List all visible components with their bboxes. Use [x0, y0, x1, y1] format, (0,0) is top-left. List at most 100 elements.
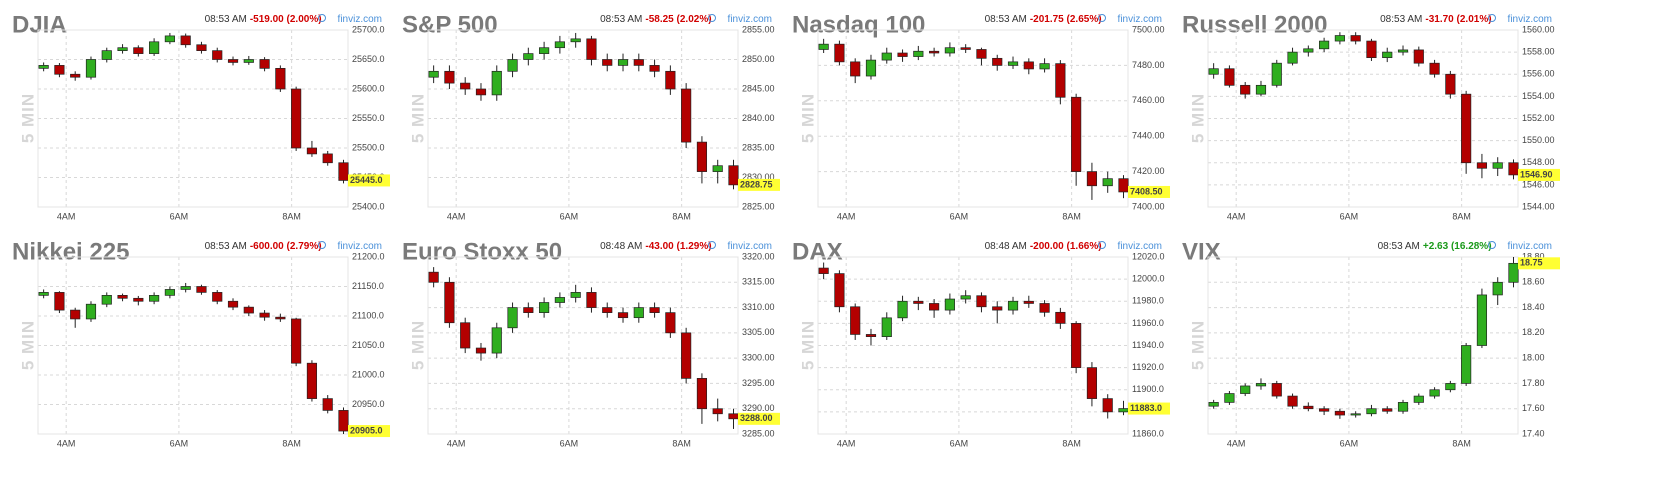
y-tick-label: 2825.00 — [742, 201, 775, 211]
last-price-box — [1128, 402, 1170, 415]
index-panel: DAX 5 MIN 08:48 AM -200.00 (1.66%) finviz.co… — [792, 238, 1170, 448]
change: -201.75 (2.65%) — [1030, 14, 1102, 25]
candle-body — [1476, 162, 1488, 169]
last-price-box — [1518, 168, 1560, 181]
candle-body — [70, 309, 81, 320]
candle-body — [696, 378, 708, 410]
chart-title: VIX — [1182, 238, 1221, 265]
candle-body — [322, 153, 333, 164]
time: 08:48 AM — [985, 241, 1027, 252]
candle-body — [1208, 68, 1219, 75]
candle-body — [1255, 383, 1267, 387]
y-tick-label: 18.40 — [1522, 302, 1545, 312]
source-icon — [318, 241, 326, 249]
source: finviz.com — [1118, 14, 1162, 25]
candle-body — [850, 306, 861, 335]
y-tick-label: 3320.00 — [742, 251, 775, 261]
index-panel: Nikkei 225 5 MIN 08:53 AM -600.00 (2.79%) fi… — [12, 238, 390, 448]
change: -58.25 (2.02%) — [645, 14, 711, 25]
candle-body — [1508, 262, 1519, 283]
y-tick-label: 18.20 — [1522, 327, 1545, 337]
candle-body — [243, 59, 254, 63]
candle-body — [523, 53, 534, 60]
candle-body — [85, 59, 97, 78]
y-tick-label: 3295.00 — [742, 378, 775, 388]
candle-body — [834, 43, 845, 63]
candle-body — [475, 347, 487, 354]
chart-title: DAX — [792, 238, 843, 265]
interval-label: 5 MIN — [408, 93, 427, 143]
candle-body — [570, 292, 581, 298]
candle-body — [275, 67, 286, 90]
candle-body — [306, 147, 318, 155]
y-tick-label: 7440.00 — [1132, 131, 1165, 141]
candle-body — [865, 59, 877, 77]
candle-body — [1461, 345, 1472, 384]
candle-body — [1303, 405, 1314, 410]
header: 08:48 AM -200.00 (1.66%) finviz.com — [985, 241, 1162, 252]
candle-body — [897, 52, 908, 57]
candle-body — [1102, 178, 1113, 187]
candle-body — [1086, 171, 1098, 187]
candle-body — [665, 312, 676, 334]
candle-body — [712, 165, 723, 172]
candle-body — [133, 47, 144, 54]
plot-frame — [817, 256, 1129, 435]
y-tick-label: 1550.00 — [1522, 135, 1555, 145]
candle-body — [696, 141, 708, 172]
candle-body — [291, 318, 302, 364]
last-price-label: 18.75 — [1520, 258, 1543, 268]
candle-body — [460, 82, 471, 90]
candle-body — [101, 294, 112, 305]
candle-body — [1287, 51, 1298, 64]
candle-body — [259, 312, 270, 318]
candle-body — [1240, 385, 1251, 394]
x-tick-label: 8AM — [282, 211, 301, 221]
last-price-box — [1128, 185, 1170, 198]
y-tick-label: 21100.0 — [352, 310, 384, 320]
x-tick-label: 8AM — [672, 438, 691, 448]
x-tick-label: 6AM — [950, 438, 969, 448]
y-tick-label: 3285.00 — [742, 428, 775, 438]
y-tick-label: 25650.0 — [352, 54, 385, 64]
header: 08:53 AM -600.00 (2.79%) finviz.com — [205, 241, 382, 252]
plot-frame — [37, 256, 349, 435]
candle-body — [602, 307, 613, 313]
candle-body — [1413, 395, 1424, 403]
y-tick-label: 11960.0 — [1132, 318, 1164, 328]
candle-body — [913, 50, 924, 57]
candle-body — [180, 35, 191, 46]
candle-body — [1287, 395, 1298, 407]
candle-body — [196, 44, 207, 52]
y-tick-label: 3310.00 — [742, 302, 775, 312]
source-icon — [708, 241, 716, 249]
candle-body — [1023, 61, 1034, 70]
y-tick-label: 2830.00 — [742, 172, 775, 182]
candle-body — [1350, 413, 1361, 416]
last-price-label: 25445.0 — [350, 175, 383, 185]
y-tick-label: 3300.00 — [742, 353, 775, 363]
candle-body — [992, 306, 1003, 311]
candle-body — [227, 59, 239, 63]
candle-body — [460, 322, 471, 349]
candle-body — [554, 297, 565, 303]
candle-body — [728, 165, 739, 186]
chart-title: Nikkei 225 — [12, 238, 129, 265]
candle-body — [1319, 408, 1330, 412]
candle-body — [1118, 178, 1129, 193]
candle-body — [149, 41, 160, 54]
candle-body — [1461, 93, 1472, 164]
candle-body — [1055, 311, 1066, 324]
candle-body — [1224, 68, 1235, 86]
candle-body — [507, 307, 518, 329]
y-tick-label: 3305.00 — [742, 327, 775, 337]
x-tick-label: 4AM — [57, 438, 76, 448]
plot-frame — [817, 29, 1129, 208]
candle-body — [539, 302, 550, 313]
source: finviz.com — [728, 14, 772, 25]
candle-body — [617, 312, 629, 319]
y-tick-label: 2850.00 — [742, 54, 775, 64]
y-tick-label: 1546.00 — [1522, 179, 1555, 189]
candle-body — [428, 70, 439, 78]
header: 08:53 AM -31.70 (2.01%) finviz.com — [1380, 14, 1552, 25]
